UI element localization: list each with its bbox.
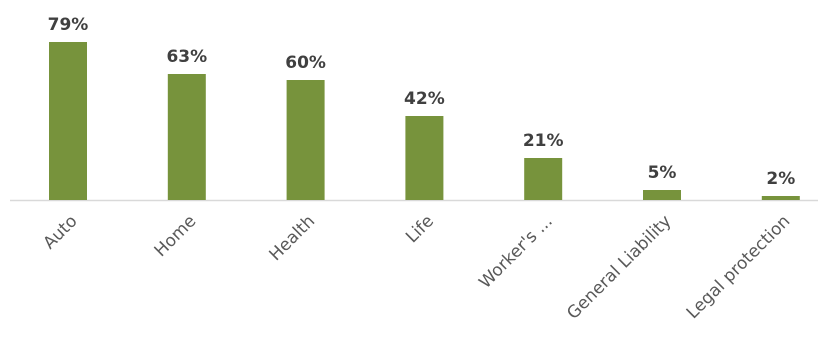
- category-label-3: Life: [402, 211, 438, 247]
- value-label-5: 5%: [648, 163, 677, 183]
- bar-4: [524, 158, 563, 200]
- bar-3: [405, 116, 444, 200]
- category-label-5: General Liability: [563, 211, 675, 323]
- value-label-0: 79%: [48, 15, 89, 35]
- bar-6: [761, 196, 800, 200]
- bars-group: [49, 42, 800, 200]
- bar-2: [286, 80, 325, 200]
- category-labels-group: Auto Home Health Life Worker's ... General Li…: [39, 211, 794, 323]
- bar-1: [167, 74, 206, 200]
- category-label-4: Worker's ...: [475, 211, 556, 292]
- bar-5: [643, 190, 681, 200]
- value-label-2: 60%: [285, 53, 326, 73]
- category-label-0: Auto: [39, 211, 81, 253]
- bar-0: [49, 42, 87, 200]
- value-labels-group: 79% 63% 60% 42% 21% 5% 2%: [48, 15, 796, 189]
- value-label-1: 63%: [166, 47, 207, 67]
- category-label-1: Home: [151, 211, 201, 261]
- value-label-6: 2%: [766, 169, 795, 189]
- value-label-3: 42%: [404, 89, 445, 109]
- value-label-4: 21%: [523, 131, 564, 151]
- category-label-6: Legal protection: [683, 211, 795, 323]
- category-label-2: Health: [266, 211, 320, 265]
